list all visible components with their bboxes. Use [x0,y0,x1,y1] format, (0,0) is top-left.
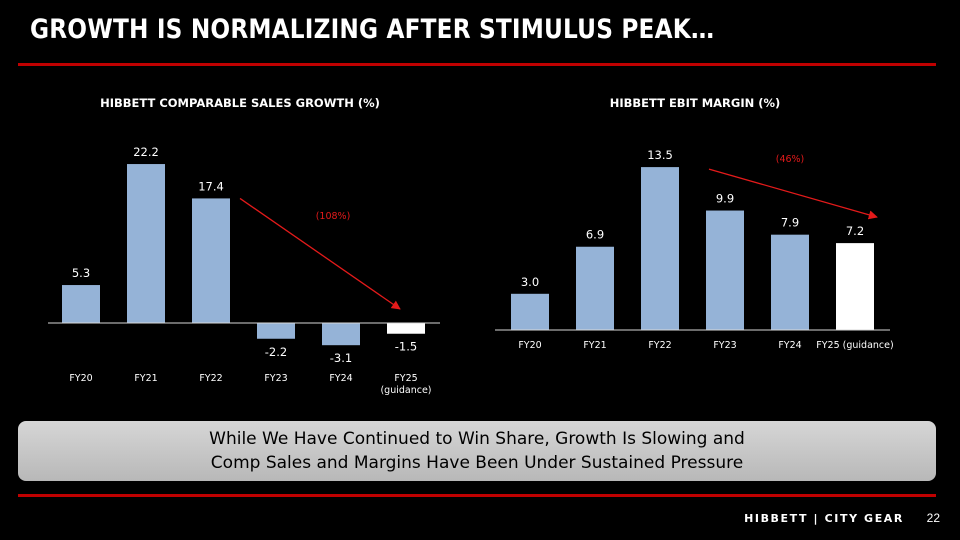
bar-fy25 [387,323,425,334]
bar-fy21 [127,164,165,323]
category-label: FY20 [518,340,541,351]
data-label: -1.5 [395,340,417,354]
trend-arrow [239,197,401,310]
category-sublabel: (guidance) [380,385,431,396]
bar-fy22 [641,167,679,330]
data-label: 6.9 [586,228,604,242]
callout-text: While We Have Continued to Win Share, Gr… [209,427,745,475]
data-label: 9.9 [716,192,734,206]
bar-fy22 [192,198,230,323]
bar-fy20 [511,293,549,330]
chart-title: HIBBETT COMPARABLE SALES GROWTH (%) [100,96,380,110]
trend-annotation: (108%) [316,211,351,222]
data-label: 3.0 [521,275,539,289]
footer-divider [18,494,936,497]
callout-line-1: While We Have Continued to Win Share, Gr… [209,429,745,449]
bar-fy24 [322,323,360,346]
key-message-callout: While We Have Continued to Win Share, Gr… [18,421,936,481]
ebit-margin-chart: HIBBETT EBIT MARGIN (%) 3.0 FY20 6.9 FY21 13.… [495,96,894,351]
category-label: FY24 [329,373,352,384]
category-label: FY23 [264,373,287,384]
data-label: 17.4 [198,179,224,193]
category-label: FY21 [134,373,157,384]
data-label: 5.3 [72,266,90,280]
category-label: FY22 [648,340,671,351]
category-label: FY22 [199,373,222,384]
bar-fy21 [576,246,614,330]
category-label: FY20 [69,373,92,384]
data-label: 7.2 [846,224,864,238]
bar-fy23 [257,323,295,339]
category-label: FY25 (guidance) [816,340,893,351]
bar-fy25-guidance- [836,243,874,330]
data-label: -2.2 [265,345,287,359]
callout-line-2: Comp Sales and Margins Have Been Under S… [210,453,744,473]
category-label: FY25 [394,373,417,384]
slide-title: GROWTH IS NORMALIZING AFTER STIMULUS PEA… [30,14,715,45]
category-label: FY21 [583,340,606,351]
page-number: 22 [926,511,940,525]
data-label: -3.1 [330,351,352,365]
trend-arrow [708,168,878,220]
trend-annotation: (46%) [776,154,805,165]
data-label: 13.5 [647,148,673,162]
category-label: FY23 [713,340,736,351]
category-label: FY24 [778,340,801,351]
chart-title: HIBBETT EBIT MARGIN (%) [610,96,781,110]
bar-fy24 [771,234,809,330]
brand-logo: HIBBETT | CITY GEAR [744,512,904,525]
comparable-sales-chart: HIBBETT COMPARABLE SALES GROWTH (%) 5.3 FY… [48,96,440,396]
title-divider [18,63,936,66]
bar-fy23 [706,210,744,330]
data-label: 22.2 [133,145,159,159]
bar-fy20 [62,285,100,323]
data-label: 7.9 [781,216,799,230]
